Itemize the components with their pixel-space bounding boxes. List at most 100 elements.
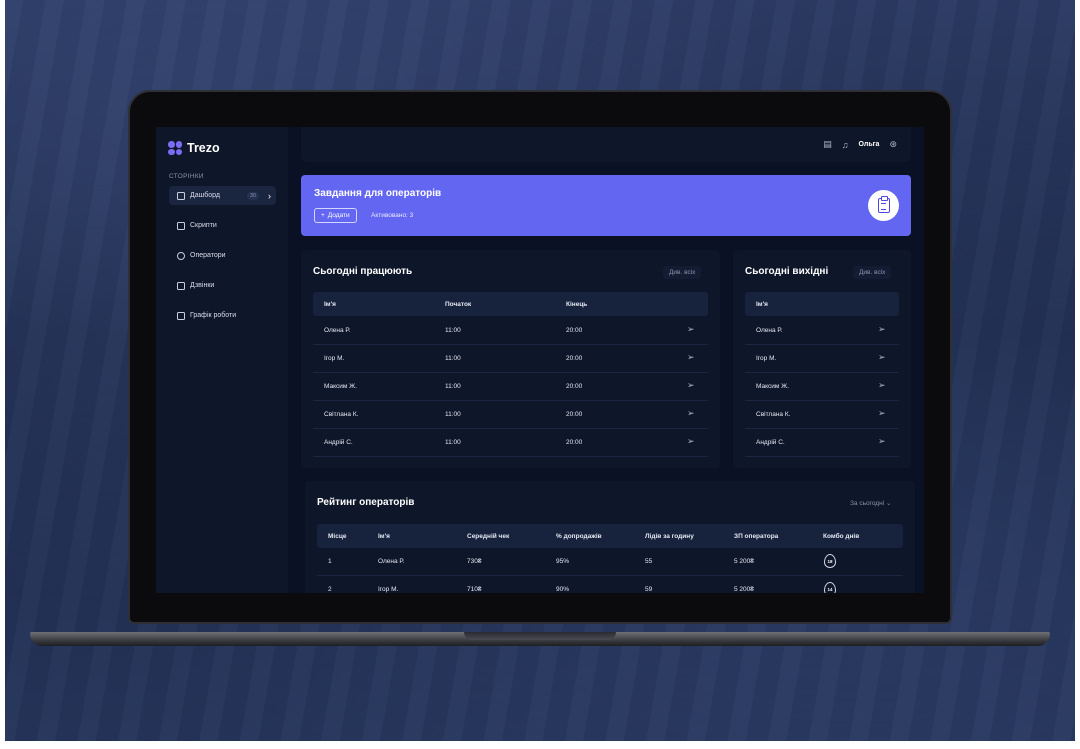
card-title: Сьогодні вихідні	[745, 266, 829, 277]
table-row[interactable]: 1 Олена Р. 730₴ 95% 55 5 200₴ 18	[317, 548, 903, 576]
clipboard-icon	[868, 190, 899, 221]
column-header: Місце	[328, 532, 347, 540]
table-row[interactable]: Максим Ж. ➢	[745, 373, 899, 401]
banner-title: Завдання для операторів	[314, 188, 442, 199]
grid-icon	[177, 191, 185, 200]
period-dropdown[interactable]: За сьогодні ⌄	[850, 499, 891, 507]
sidebar-item-label: Графік роботи	[190, 312, 237, 319]
sidebar-item-calls[interactable]: Дзвінки	[169, 276, 276, 295]
sidebar-item-label: Скрипти	[190, 222, 217, 229]
active-count: Активовано: 3	[371, 212, 414, 219]
sidebar-item-schedule[interactable]: Графік роботи	[169, 306, 276, 325]
operator-name: Максим Ж.	[324, 383, 357, 390]
sidebar-item-dashboard[interactable]: Дашборд 30 ›	[169, 186, 276, 205]
user-icon	[177, 251, 185, 260]
send-icon[interactable]: ➢	[687, 408, 695, 418]
send-icon[interactable]: ➢	[687, 324, 695, 334]
table-row[interactable]: Світлана К. 11:00 20:00 ➢	[313, 401, 708, 429]
operator-name: Олена Р.	[324, 327, 351, 334]
logo[interactable]: Trezo	[168, 141, 220, 155]
table-row[interactable]: Ігор М. 11:00 20:00 ➢	[313, 345, 708, 373]
column-header: Ім'я	[378, 532, 390, 540]
leads-per-hour: 55	[645, 558, 653, 565]
end-time: 20:00	[566, 327, 583, 334]
sidebar-item-scripts[interactable]: Скрипти	[169, 216, 276, 235]
off-today-card: Сьогодні вихідні Див. всіх Ім'я Олена Р.…	[733, 250, 911, 468]
send-icon[interactable]: ➢	[687, 352, 695, 362]
operator-name: Андрій С.	[324, 439, 353, 446]
operator-name: Максим Ж.	[756, 383, 789, 390]
send-icon[interactable]: ➢	[878, 408, 886, 418]
flame-icon: 18	[824, 554, 836, 568]
table-header: Ім'я Початок Кінець	[313, 292, 708, 316]
add-task-button[interactable]: + Додати	[314, 208, 357, 223]
user-name[interactable]: Ольга	[858, 141, 880, 148]
table-row[interactable]: Ігор М. ➢	[745, 345, 899, 373]
start-time: 11:00	[445, 383, 461, 390]
send-icon[interactable]: ➢	[687, 436, 695, 446]
table-row[interactable]: Олена Р. 11:00 20:00 ➢	[313, 317, 708, 345]
table-row[interactable]: Світлана К. ➢	[745, 401, 899, 429]
table-row[interactable]: Андрій С. ➢	[745, 429, 899, 457]
operator-name: Олена Р.	[756, 327, 783, 334]
see-all-link[interactable]: Див. всіх	[853, 266, 892, 279]
table-row[interactable]: Андрій С. 11:00 20:00 ➢	[313, 429, 708, 457]
column-header: Початок	[445, 300, 472, 308]
plus-icon: +	[321, 212, 325, 219]
chevron-right-icon: ›	[268, 190, 271, 201]
upsell-percent: 90%	[556, 586, 570, 593]
period-dropdown-label: За сьогодні	[850, 500, 885, 507]
rating-card: Рейтинг операторів За сьогодні ⌄ Місце І…	[305, 481, 915, 593]
place: 1	[328, 558, 332, 565]
place: 2	[328, 586, 332, 593]
operator-name: Андрій С.	[756, 439, 785, 446]
send-icon[interactable]: ➢	[687, 380, 695, 390]
calendar-icon	[177, 311, 185, 320]
operator-name: Світлана К.	[756, 411, 791, 418]
operator-name: Ігор М.	[378, 586, 399, 593]
tasks-banner: Завдання для операторів + Додати Активов…	[301, 175, 911, 236]
operator-name: Ігор М.	[756, 355, 777, 362]
column-header: % допродажів	[556, 532, 602, 540]
table-row[interactable]: Максим Ж. 11:00 20:00 ➢	[313, 373, 708, 401]
see-all-link[interactable]: Див. всіх	[663, 266, 702, 279]
app-screen: Trezo СТОРІНКИ Дашборд 30 › Скрипти Опер…	[156, 127, 924, 593]
start-time: 11:00	[445, 411, 461, 418]
table-row[interactable]: Олена Р. ➢	[745, 317, 899, 345]
sidebar-item-operators[interactable]: Оператори	[169, 246, 276, 265]
avg-check: 730₴	[467, 558, 482, 565]
table-header: Місце Ім'я Середній чек % допродажів Лід…	[317, 524, 903, 548]
top-bar: ▤ ♫ Ольга ⊛	[301, 127, 911, 162]
globe-icon[interactable]: ⊛	[889, 139, 897, 149]
operator-salary: 5 200₴	[734, 558, 754, 565]
add-task-label: Додати	[327, 212, 350, 219]
table-header: Ім'я	[745, 292, 899, 316]
leads-per-hour: 59	[645, 586, 653, 593]
card-title: Рейтинг операторів	[317, 497, 415, 508]
column-header: Середній чек	[467, 532, 510, 540]
notes-icon[interactable]: ▤	[823, 139, 832, 149]
avg-check: 710₴	[467, 586, 482, 593]
end-time: 20:00	[566, 411, 583, 418]
send-icon[interactable]: ➢	[878, 436, 886, 446]
end-time: 20:00	[566, 383, 583, 390]
start-time: 11:00	[445, 355, 461, 362]
end-time: 20:00	[566, 439, 583, 446]
column-header: Комбо днів	[823, 532, 860, 540]
card-title: Сьогодні працюють	[313, 266, 413, 277]
end-time: 20:00	[566, 355, 583, 362]
upsell-percent: 95%	[556, 558, 570, 565]
logo-icon	[168, 141, 182, 155]
chevron-down-icon: ⌄	[885, 500, 892, 507]
sidebar-item-label: Дашборд	[190, 192, 220, 199]
send-icon[interactable]: ➢	[878, 380, 886, 390]
laptop-notch	[464, 632, 616, 640]
column-header: Ім'я	[756, 300, 768, 308]
operator-name: Олена Р.	[378, 558, 405, 565]
bell-icon[interactable]: ♫	[841, 139, 849, 150]
send-icon[interactable]: ➢	[878, 352, 886, 362]
operator-salary: 5 200₴	[734, 586, 754, 593]
table-row[interactable]: 2 Ігор М. 710₴ 90% 59 5 200₴ 14	[317, 576, 903, 593]
send-icon[interactable]: ➢	[878, 324, 886, 334]
flame-icon: 14	[824, 582, 836, 593]
